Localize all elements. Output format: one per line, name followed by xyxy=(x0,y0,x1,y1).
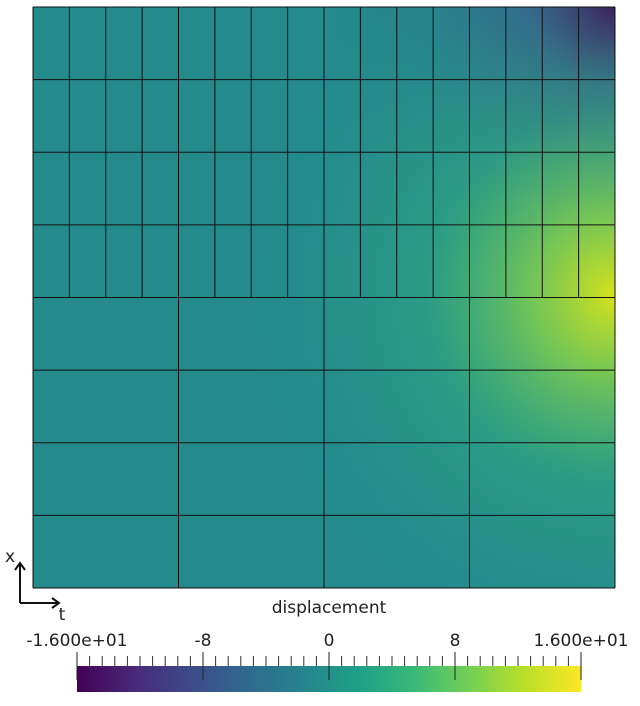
axis-label: t xyxy=(59,605,66,625)
tick-label: -1.600e+01 xyxy=(26,631,127,651)
axis-label: x xyxy=(5,547,15,567)
colorbar-title: displacement xyxy=(272,598,387,618)
tick-label: 1.600e+01 xyxy=(533,631,628,651)
tick-label: -8 xyxy=(195,631,212,651)
mesh xyxy=(32,6,616,589)
axes-triad xyxy=(14,561,61,609)
colorbar-ticks: -1.600e+01 -8 0 8 1.600e+01 xyxy=(26,631,629,680)
tick-label: 0 xyxy=(324,631,335,651)
tick-label: 8 xyxy=(450,631,461,651)
